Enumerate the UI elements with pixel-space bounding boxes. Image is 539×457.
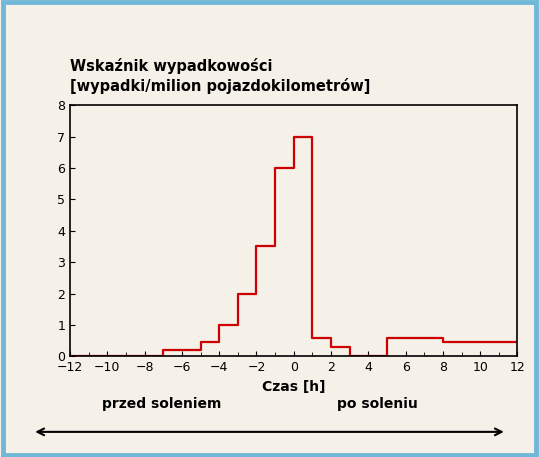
Text: Wskaźnik wypadkowości
[wypadki/milion pojazdokilometrów]: Wskaźnik wypadkowości [wypadki/milion po… xyxy=(70,58,370,94)
X-axis label: Czas [h]: Czas [h] xyxy=(262,380,326,394)
Text: przed soleniem: przed soleniem xyxy=(102,398,222,411)
Text: po soleniu: po soleniu xyxy=(337,398,418,411)
